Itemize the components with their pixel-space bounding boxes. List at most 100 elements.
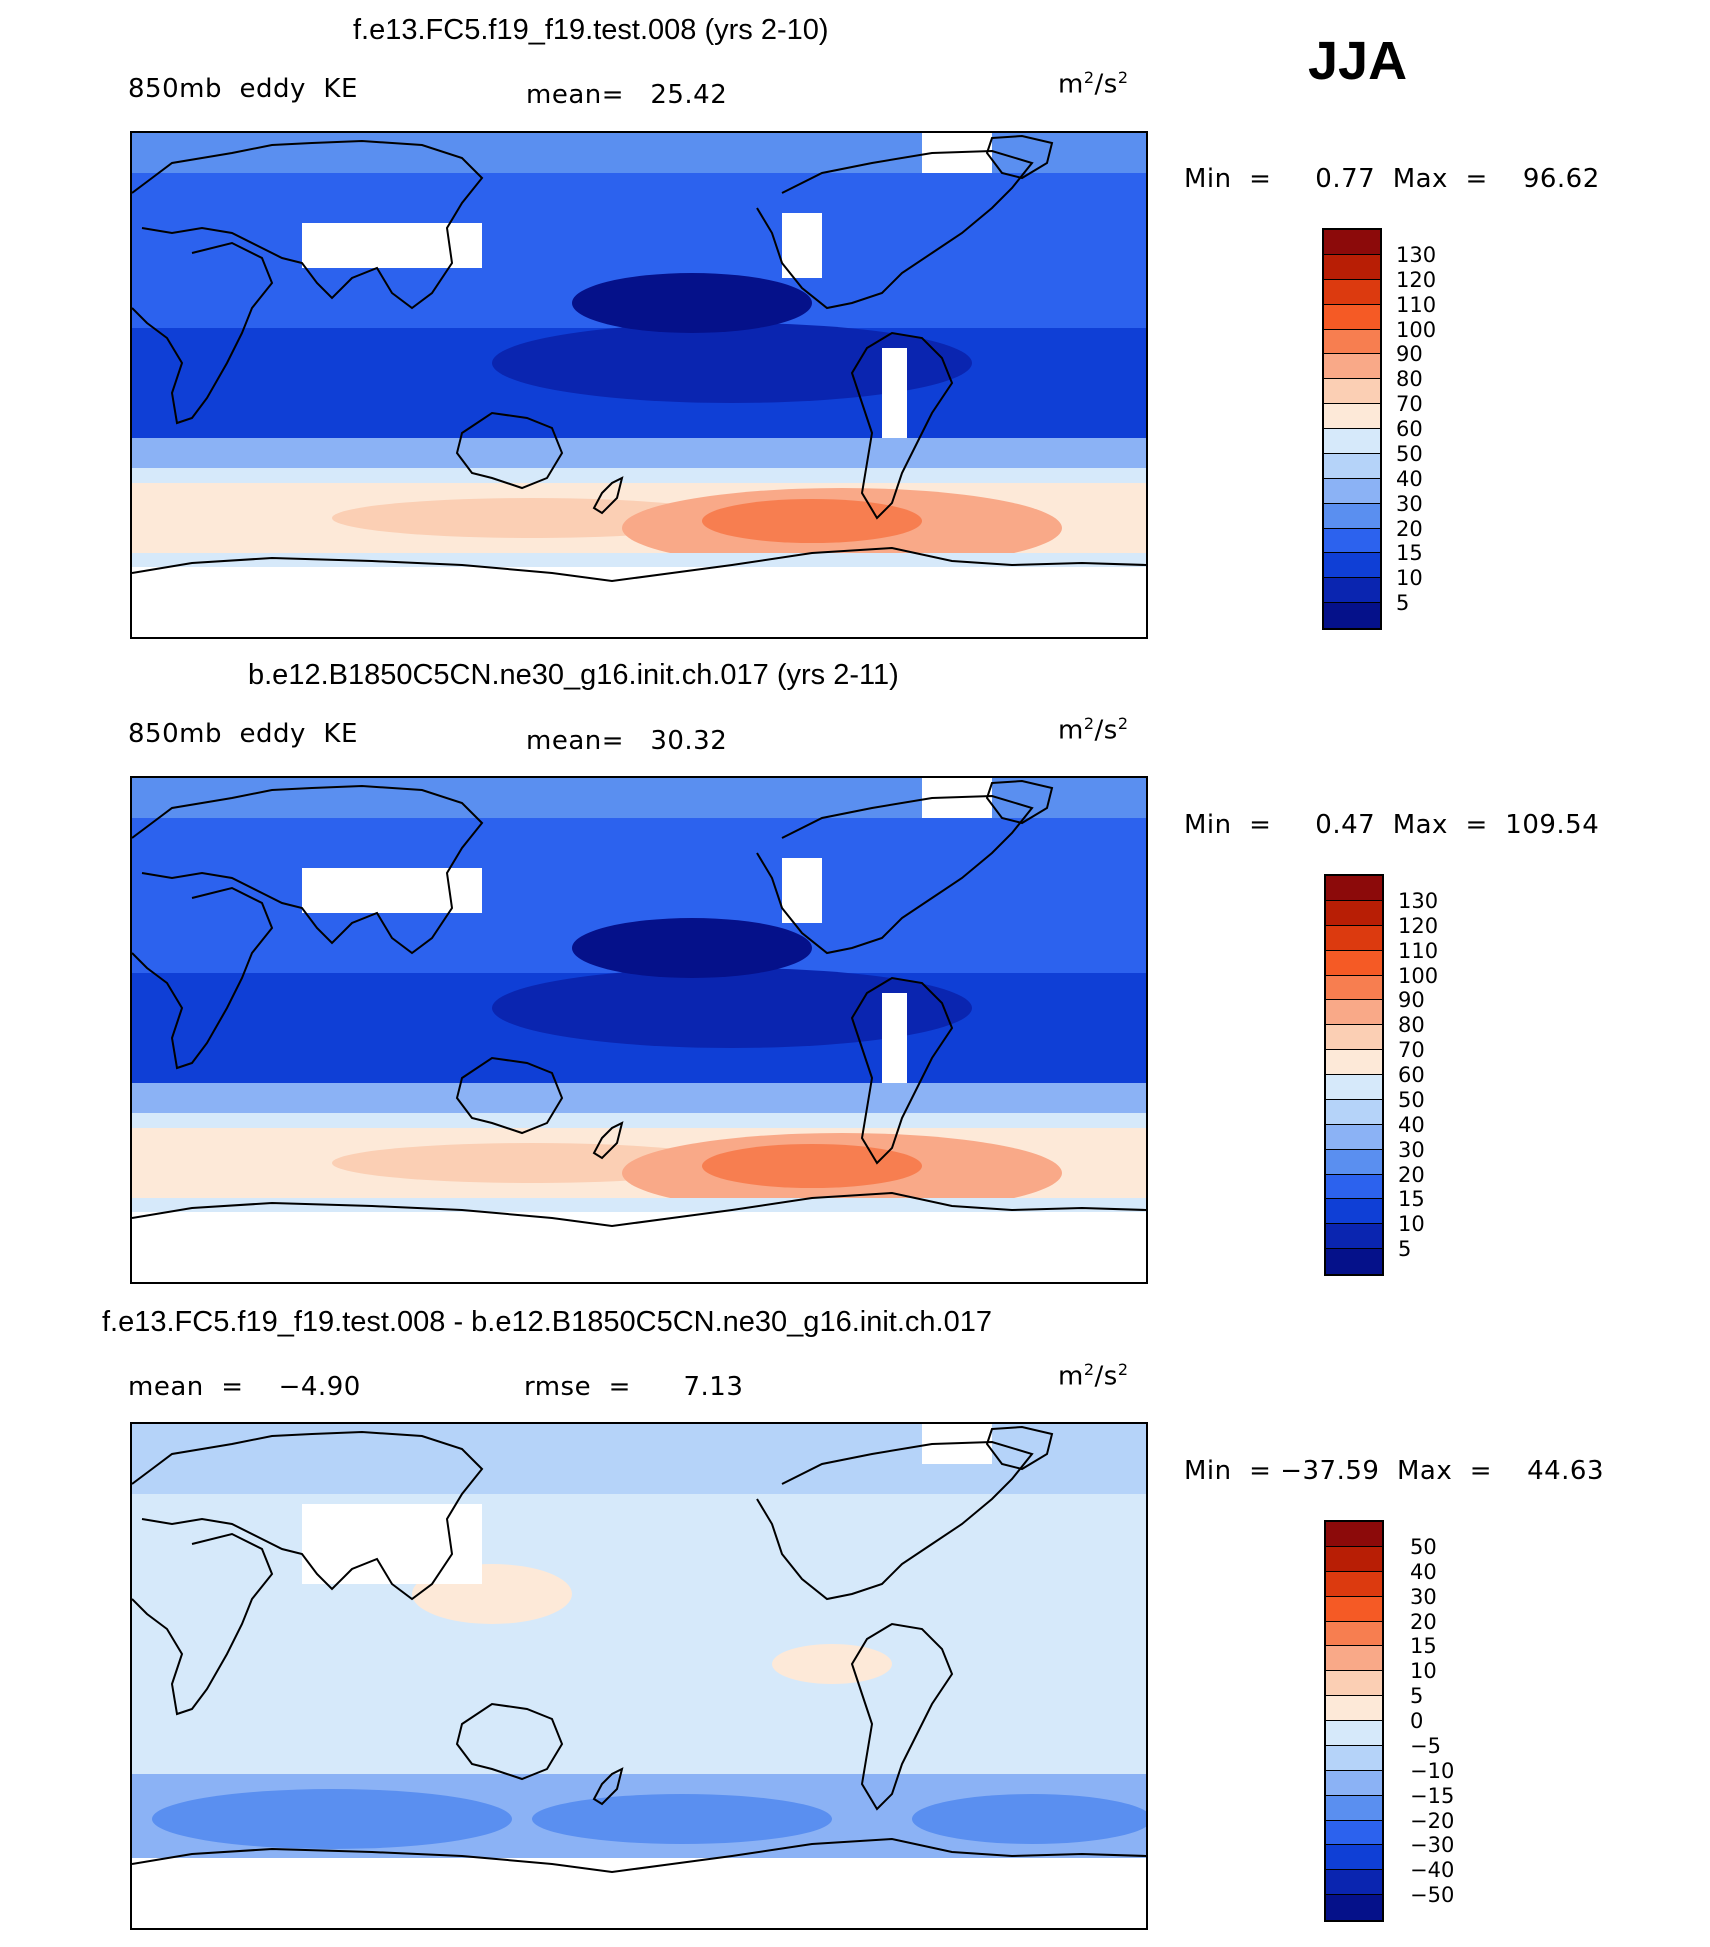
colorbar-swatch <box>1324 603 1380 628</box>
colorbar-swatch <box>1324 230 1380 255</box>
colorbar-tick-label: 50 <box>1396 441 1423 466</box>
colorbar-swatch <box>1326 925 1382 951</box>
panel2-map <box>130 776 1148 1284</box>
colorbar-tick-label: 30 <box>1398 1137 1425 1162</box>
colorbar-tick-label: −10 <box>1410 1758 1455 1783</box>
colorbar-swatch <box>1326 1870 1382 1896</box>
colorbar-tick-label: 15 <box>1396 541 1423 566</box>
colorbar-swatch <box>1326 1000 1382 1026</box>
colorbar-tick-label: 30 <box>1396 491 1423 516</box>
coastline <box>132 241 274 425</box>
colorbar-swatch <box>1324 279 1380 305</box>
colorbar-tick-label: 5 <box>1410 1684 1424 1709</box>
colorbar-tick-label: 60 <box>1398 1063 1425 1087</box>
colorbar-tick-label: 50 <box>1410 1534 1437 1559</box>
colorbar-swatch <box>1326 1149 1382 1175</box>
coastline <box>132 1430 484 1601</box>
coastline <box>592 476 624 515</box>
colorbar-tick-label: −20 <box>1410 1808 1455 1833</box>
colorbar-tick-label: 120 <box>1398 913 1439 938</box>
panel3-colorbar <box>1324 1520 1384 1922</box>
coastline <box>132 139 484 310</box>
colorbar-tick-label: 90 <box>1398 988 1425 1013</box>
colorbar-swatch <box>1326 975 1382 1001</box>
colorbar-swatch <box>1324 254 1380 280</box>
coastline <box>455 1702 564 1781</box>
colorbar-swatch <box>1324 404 1380 429</box>
colorbar-swatch <box>1326 900 1382 926</box>
coastline <box>132 784 484 955</box>
colorbar-tick-label: 15 <box>1398 1187 1425 1212</box>
colorbar-tick-label: 10 <box>1398 1212 1425 1237</box>
season-label: JJA <box>1308 31 1408 91</box>
panel2-mean: mean= 30.32 <box>526 726 728 756</box>
colorbar-swatch <box>1326 1820 1382 1846</box>
colorbar-swatch <box>1324 329 1380 355</box>
panel1-colorbar <box>1322 228 1382 630</box>
colorbar-tick-label: −30 <box>1410 1833 1455 1858</box>
coastline <box>592 1121 624 1160</box>
colorbar-swatch <box>1326 1745 1382 1771</box>
panel3-map <box>130 1422 1148 1930</box>
coastline <box>756 1440 1034 1601</box>
coastline <box>985 779 1054 825</box>
colorbar-tick-label: 30 <box>1410 1584 1437 1609</box>
colorbar-swatch <box>1324 478 1380 504</box>
colorbar-tick-label: −5 <box>1410 1733 1441 1758</box>
colorbar-tick-label: 60 <box>1396 417 1423 441</box>
colorbar-tick-label: 0 <box>1410 1709 1424 1733</box>
panel1-mean: mean= 25.42 <box>526 80 728 110</box>
colorbar-swatch <box>1326 1249 1382 1274</box>
colorbar-swatch <box>1324 429 1380 454</box>
colorbar-swatch <box>1326 1050 1382 1075</box>
colorbar-tick-label: 40 <box>1398 1112 1425 1137</box>
coastline <box>756 794 1034 955</box>
colorbar-tick-label: 20 <box>1410 1609 1437 1634</box>
panel3-minmax: Min = −37.59 Max = 44.63 <box>1184 1456 1605 1486</box>
colorbar-swatch <box>1324 503 1380 529</box>
colorbar-tick-label: −15 <box>1410 1783 1455 1808</box>
colorbar-swatch <box>1326 1546 1382 1572</box>
colorbar-swatch <box>1324 578 1380 604</box>
panel1-field-label: 850mb eddy KE <box>128 74 358 104</box>
coastline <box>850 976 954 1165</box>
coastline <box>850 1622 954 1811</box>
colorbar-swatch <box>1326 1895 1382 1920</box>
panel3-title: f.e13.FC5.f19_f19.test.008 - b.e12.B1850… <box>102 1306 992 1338</box>
colorbar-swatch <box>1326 1099 1382 1125</box>
coastline <box>132 886 274 1070</box>
colorbar-tick-label: 40 <box>1410 1559 1437 1584</box>
colorbar-tick-label: 110 <box>1398 938 1439 963</box>
panel2-field-label: 850mb eddy KE <box>128 719 358 749</box>
colorbar-tick-label: 70 <box>1398 1038 1425 1063</box>
colorbar-tick-label: 110 <box>1396 292 1437 317</box>
colorbar-swatch <box>1324 354 1380 380</box>
colorbar-swatch <box>1326 1174 1382 1200</box>
coastline <box>455 411 564 490</box>
colorbar-swatch <box>1324 379 1380 405</box>
colorbar-swatch <box>1326 1671 1382 1697</box>
colorbar-tick-label: 40 <box>1396 466 1423 491</box>
coastline <box>985 1425 1054 1471</box>
colorbar-swatch <box>1326 1845 1382 1871</box>
colorbar-swatch <box>1326 1770 1382 1796</box>
colorbar-tick-label: 50 <box>1398 1087 1425 1112</box>
colorbar-tick-label: 80 <box>1398 1013 1425 1038</box>
colorbar-swatch <box>1326 1621 1382 1647</box>
coastline <box>132 1837 1146 1874</box>
colorbar-tick-label: 100 <box>1398 963 1439 988</box>
colorbar-swatch <box>1326 950 1382 976</box>
colorbar-tick-label: 15 <box>1410 1634 1437 1659</box>
colorbar-swatch <box>1326 1646 1382 1672</box>
panel3-units: m2/s2 <box>1058 1360 1129 1392</box>
panel3-mean: mean = −4.90 <box>128 1372 361 1402</box>
panel1-map <box>130 131 1148 639</box>
coastline <box>850 331 954 520</box>
colorbar-swatch <box>1326 1571 1382 1597</box>
colorbar-swatch <box>1326 1075 1382 1100</box>
panel3-rmse: rmse = 7.13 <box>524 1372 744 1402</box>
colorbar-swatch <box>1326 1721 1382 1746</box>
colorbar-swatch <box>1324 304 1380 330</box>
coastline <box>132 546 1146 583</box>
colorbar-swatch <box>1324 453 1380 479</box>
